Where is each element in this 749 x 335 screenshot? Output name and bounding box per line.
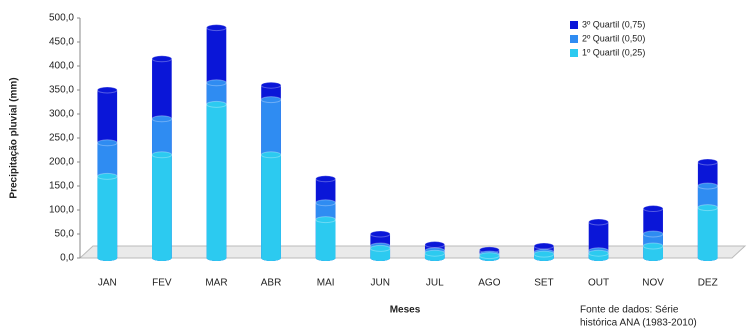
bar-cap [533,250,555,258]
bar-cap [588,218,609,226]
y-tick-label: 400,0 [49,61,74,72]
bar-cap [588,249,609,257]
x-tick-label: AGO [478,278,500,289]
bar [206,104,227,259]
bar [97,176,118,258]
y-tick-label: 450,0 [49,37,74,48]
bar-base [206,255,227,261]
bar-cap [697,182,719,190]
bar [261,154,281,258]
legend-swatch [570,21,578,29]
note: Fonte de dados: Série [580,305,679,316]
bar-cap [315,216,336,224]
bar-cap [697,204,719,212]
bar-base [424,255,445,261]
x-tick-label: DEZ [698,278,718,289]
x-tick-label: JUL [426,278,444,289]
bar [697,207,718,258]
bar-cap [533,242,555,250]
bar-cap [206,79,227,87]
x-tick-label: FEV [152,278,172,289]
bar-base [697,255,718,261]
floor [78,245,747,259]
x-tick-label: MAR [205,278,227,289]
y-tick-label: 50,0 [55,229,75,240]
bar-cap [424,241,446,249]
y-axis-title: Precipitação pluvial (mm) [9,77,20,198]
bar-cap [96,172,118,180]
bar-cap [697,158,719,166]
x-tick-label: MAI [317,278,335,289]
bar-cap [151,115,173,123]
y-tick-label: 500,0 [49,13,74,24]
bar-cap [642,205,664,213]
bar [643,246,663,258]
x-tick-label: OUT [588,278,609,289]
bar-cap [479,252,500,260]
note: histórica ANA (1983-2010) [580,318,697,329]
bar-cap [206,24,227,32]
x-tick-label: SET [534,278,553,289]
legend-label: 1º Quartil (0,25) [582,47,645,57]
x-tick-label: JUN [370,278,389,289]
bar-cap [151,151,173,159]
x-tick-label: ABR [261,278,282,289]
y-tick-label: 150,0 [49,181,74,192]
y-tick-label: 200,0 [49,157,74,168]
bar-cap [642,230,664,238]
y-tick-label: 300,0 [49,109,74,120]
bar-cap [260,81,282,89]
bar-cap [315,175,336,183]
x-tick-label: NOV [642,278,664,289]
bar-base [315,255,336,261]
legend-label: 2º Quartil (0,50) [582,33,645,43]
bar-cap [96,139,118,147]
bar-cap [369,230,391,238]
bar-cap [315,199,336,207]
legend-swatch [570,35,578,43]
bar-cap [642,242,664,250]
y-tick-label: 250,0 [49,133,74,144]
bar-cap [206,100,227,108]
bar-cap [260,151,282,159]
bar-base [152,255,172,261]
bar-base [261,255,281,261]
y-tick-label: 350,0 [49,85,74,96]
y-tick-label: 0,0 [60,253,74,264]
bar-base [588,255,609,261]
bar [152,154,172,258]
x-tick-label: JAN [98,278,117,289]
legend-label: 3º Quartil (0,75) [582,19,645,29]
bar-base [97,255,118,261]
legend-swatch [570,49,578,57]
bar [370,248,391,258]
bar-cap [424,249,446,257]
x-axis-title: Meses [390,305,421,316]
y-tick-label: 100,0 [49,205,74,216]
bar-cap [96,86,118,94]
bar [315,219,336,258]
bar-cap [260,96,282,104]
bar-cap [369,244,391,252]
bar-base [370,255,391,261]
bar-base [643,255,663,261]
bar-cap [151,55,173,63]
